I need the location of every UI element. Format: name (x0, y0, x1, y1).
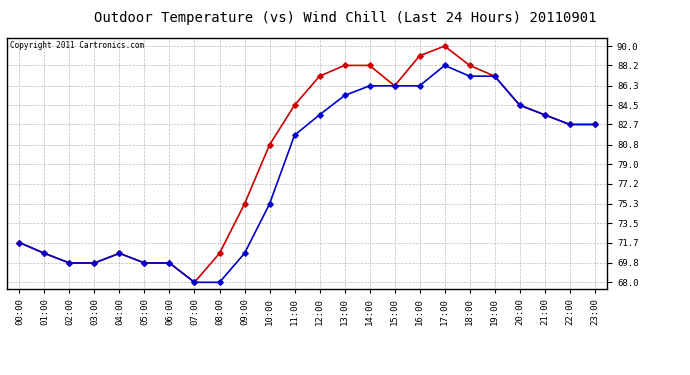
Text: Copyright 2011 Cartronics.com: Copyright 2011 Cartronics.com (10, 41, 144, 50)
Text: Outdoor Temperature (vs) Wind Chill (Last 24 Hours) 20110901: Outdoor Temperature (vs) Wind Chill (Las… (94, 11, 596, 25)
